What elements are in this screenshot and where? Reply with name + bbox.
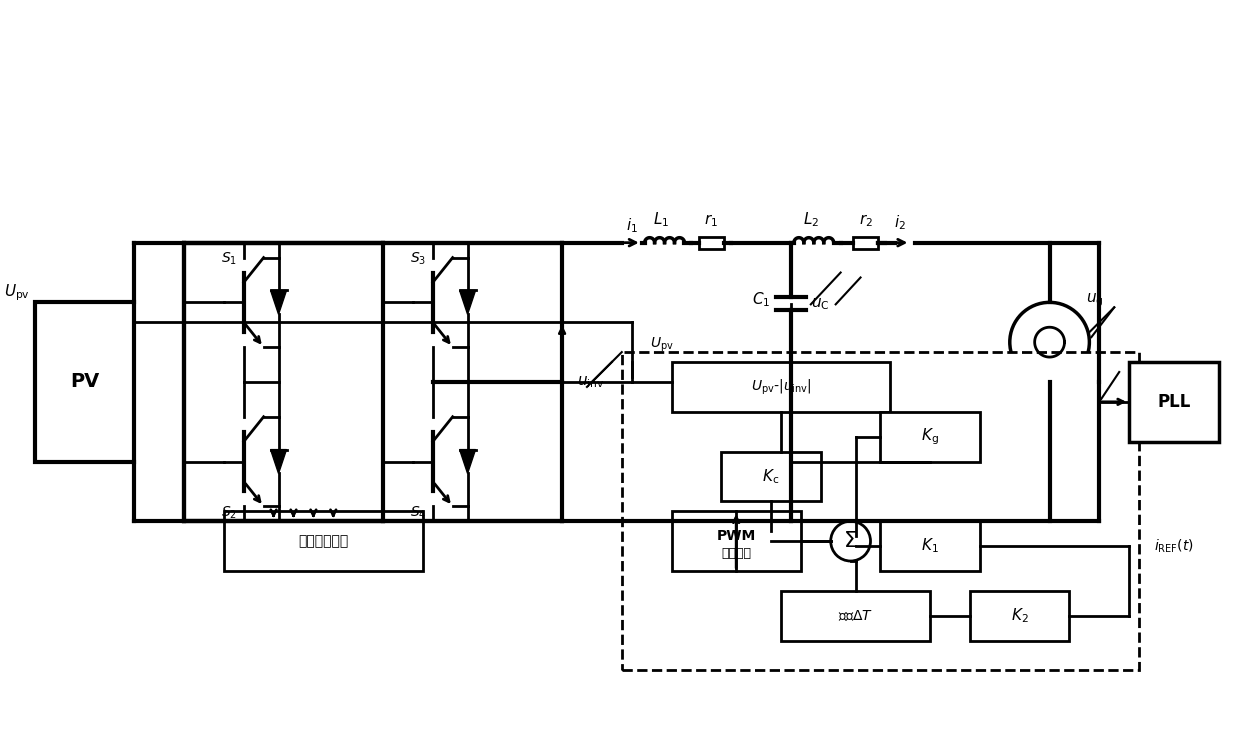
Bar xyxy=(672,511,801,571)
Text: $i_1$: $i_1$ xyxy=(626,217,637,235)
Text: $K_{\rm g}$: $K_{\rm g}$ xyxy=(921,427,939,447)
Bar xyxy=(1130,362,1219,441)
Bar xyxy=(699,237,724,249)
Text: 延时$\Delta T$: 延时$\Delta T$ xyxy=(838,608,873,623)
Text: $u_{\rm g}$: $u_{\rm g}$ xyxy=(1085,292,1104,309)
Text: $K_2$: $K_2$ xyxy=(1011,606,1028,625)
Text: $U_{\rm pv}$: $U_{\rm pv}$ xyxy=(650,335,673,353)
Bar xyxy=(781,591,930,640)
Bar xyxy=(880,412,980,462)
Bar xyxy=(672,362,890,412)
Text: $r_2$: $r_2$ xyxy=(858,213,873,229)
Polygon shape xyxy=(460,450,475,473)
Text: $L_1$: $L_1$ xyxy=(653,211,670,229)
FancyBboxPatch shape xyxy=(621,352,1140,671)
Bar xyxy=(970,591,1069,640)
Polygon shape xyxy=(460,290,475,315)
Bar xyxy=(722,452,821,502)
Bar xyxy=(35,302,134,462)
Text: $\Sigma$: $\Sigma$ xyxy=(843,531,858,551)
Text: $C_1$: $C_1$ xyxy=(751,290,770,309)
Text: $U_{\rm pv}$: $U_{\rm pv}$ xyxy=(4,282,30,303)
Text: PV: PV xyxy=(69,372,99,392)
Text: $K_1$: $K_1$ xyxy=(921,536,939,556)
Polygon shape xyxy=(270,290,286,315)
Bar xyxy=(880,521,980,571)
Text: $i_{\rm REF}(t)$: $i_{\rm REF}(t)$ xyxy=(1154,537,1194,555)
Text: PLL: PLL xyxy=(1157,393,1190,411)
Text: $r_1$: $r_1$ xyxy=(704,213,718,229)
Text: $i_2$: $i_2$ xyxy=(894,214,906,232)
Text: $u_{\rm inv}$: $u_{\rm inv}$ xyxy=(577,374,604,390)
Bar xyxy=(224,511,423,571)
Text: 隔离驱动电路: 隔离驱动电路 xyxy=(298,534,348,548)
Text: $u_{\rm C}$: $u_{\rm C}$ xyxy=(811,297,830,312)
Text: $L_2$: $L_2$ xyxy=(802,211,818,229)
Bar xyxy=(853,237,878,249)
Text: 产生电路: 产生电路 xyxy=(722,547,751,559)
Text: $S_2$: $S_2$ xyxy=(221,505,237,521)
Text: $S_3$: $S_3$ xyxy=(409,251,425,267)
Text: PWM: PWM xyxy=(717,529,756,543)
Text: $S_4$: $S_4$ xyxy=(409,505,427,521)
Polygon shape xyxy=(270,450,286,473)
Text: $S_1$: $S_1$ xyxy=(221,251,237,267)
Text: $K_{\rm c}$: $K_{\rm c}$ xyxy=(763,467,780,486)
Text: $U_{\rm pv}$-$|u_{\rm inv}|$: $U_{\rm pv}$-$|u_{\rm inv}|$ xyxy=(750,377,811,396)
